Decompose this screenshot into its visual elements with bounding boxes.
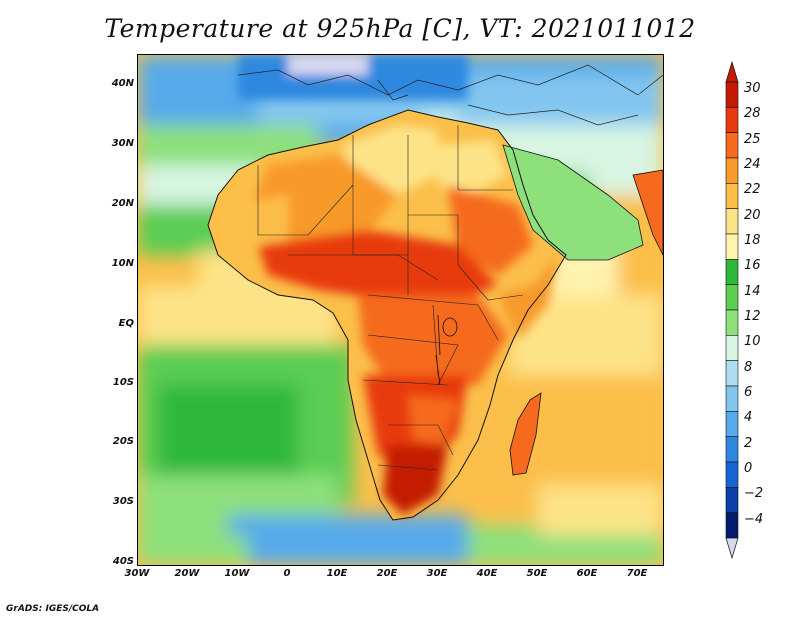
colorbar-swatch bbox=[725, 309, 739, 336]
map-title: Temperature at 925hPa [C], VT: 202101101… bbox=[104, 14, 696, 43]
colorbar-swatch bbox=[725, 512, 739, 539]
map-field bbox=[138, 55, 663, 565]
colorbar-label: 24 bbox=[744, 157, 761, 172]
lon-label-30w: 30W bbox=[124, 568, 150, 579]
lat-label-40n: 40N bbox=[111, 78, 134, 89]
colorbar-label: 25 bbox=[744, 131, 761, 147]
colorbar-label: 6 bbox=[744, 385, 753, 400]
temperature-map bbox=[137, 54, 664, 566]
lat-label-30n: 30N bbox=[111, 138, 134, 149]
lon-label-30e: 30E bbox=[426, 568, 448, 579]
lat-label-20s: 20S bbox=[112, 436, 134, 447]
colorbar-swatch bbox=[725, 233, 739, 260]
colorbar bbox=[725, 60, 739, 560]
colorbar-swatch bbox=[725, 461, 739, 488]
lon-label-50e: 50E bbox=[526, 568, 548, 579]
lat-label-10s: 10S bbox=[112, 377, 134, 388]
colorbar-swatch bbox=[725, 157, 739, 184]
colorbar-swatch bbox=[725, 487, 739, 513]
colorbar-swatch bbox=[725, 132, 739, 159]
colorbar-top-arrow bbox=[725, 60, 739, 83]
colorbar-label: 18 bbox=[744, 233, 761, 248]
arabian-peninsula bbox=[502, 144, 644, 261]
lon-label-0: 0 bbox=[283, 568, 291, 579]
colorbar-label: 20 bbox=[744, 207, 761, 223]
lat-label-eq: EQ bbox=[118, 318, 134, 329]
africa-coastline bbox=[207, 109, 567, 521]
colorbar-swatch bbox=[725, 360, 739, 387]
colorbar-swatch bbox=[725, 81, 739, 108]
colorbar-label: 2 bbox=[744, 435, 753, 451]
lat-label-20n: 20N bbox=[111, 198, 134, 209]
colorbar-swatch bbox=[725, 436, 739, 463]
lon-label-70e: 70E bbox=[626, 568, 648, 579]
colorbar-label: 28 bbox=[744, 106, 761, 122]
lakes bbox=[435, 314, 458, 386]
colorbar-label: 14 bbox=[744, 283, 761, 299]
country-borders bbox=[257, 125, 524, 471]
colorbar-label: 10 bbox=[744, 334, 761, 350]
colorbar-label: 30 bbox=[744, 81, 761, 96]
colorbar-swatch bbox=[725, 385, 739, 412]
colorbar-label: −4 bbox=[744, 511, 764, 527]
colorbar-swatch bbox=[725, 107, 739, 133]
colorbar-swatch bbox=[725, 259, 739, 285]
colorbar-swatch bbox=[725, 411, 739, 437]
colorbar-swatch bbox=[725, 183, 739, 209]
colorbar-label: 16 bbox=[744, 258, 761, 274]
lon-label-10e: 10E bbox=[326, 568, 348, 579]
colorbar-label: 22 bbox=[744, 182, 761, 198]
lat-label-10n: 10N bbox=[111, 258, 134, 269]
lon-label-40e: 40E bbox=[476, 568, 498, 579]
colorbar-swatch bbox=[725, 208, 739, 235]
india bbox=[632, 169, 663, 256]
madagascar bbox=[509, 392, 542, 476]
colorbar-label: 4 bbox=[744, 410, 753, 426]
lat-label-40s: 40S bbox=[112, 556, 134, 567]
colorbar-label: 0 bbox=[744, 461, 753, 476]
colorbar-label: 8 bbox=[744, 359, 753, 375]
lon-label-10w: 10W bbox=[224, 568, 250, 579]
lon-label-20w: 20W bbox=[174, 568, 200, 579]
colorbar-swatch bbox=[725, 335, 739, 361]
colorbar-label: 12 bbox=[744, 309, 761, 324]
colorbar-bottom-arrow bbox=[725, 537, 739, 560]
credit-text: GrADS: IGES/COLA bbox=[6, 604, 100, 614]
europe-coastline bbox=[237, 64, 663, 126]
colorbar-label: −2 bbox=[744, 486, 764, 502]
lon-label-60e: 60E bbox=[576, 568, 598, 579]
lat-label-30s: 30S bbox=[112, 496, 134, 507]
lon-label-20e: 20E bbox=[376, 568, 398, 579]
colorbar-swatch bbox=[725, 284, 739, 311]
